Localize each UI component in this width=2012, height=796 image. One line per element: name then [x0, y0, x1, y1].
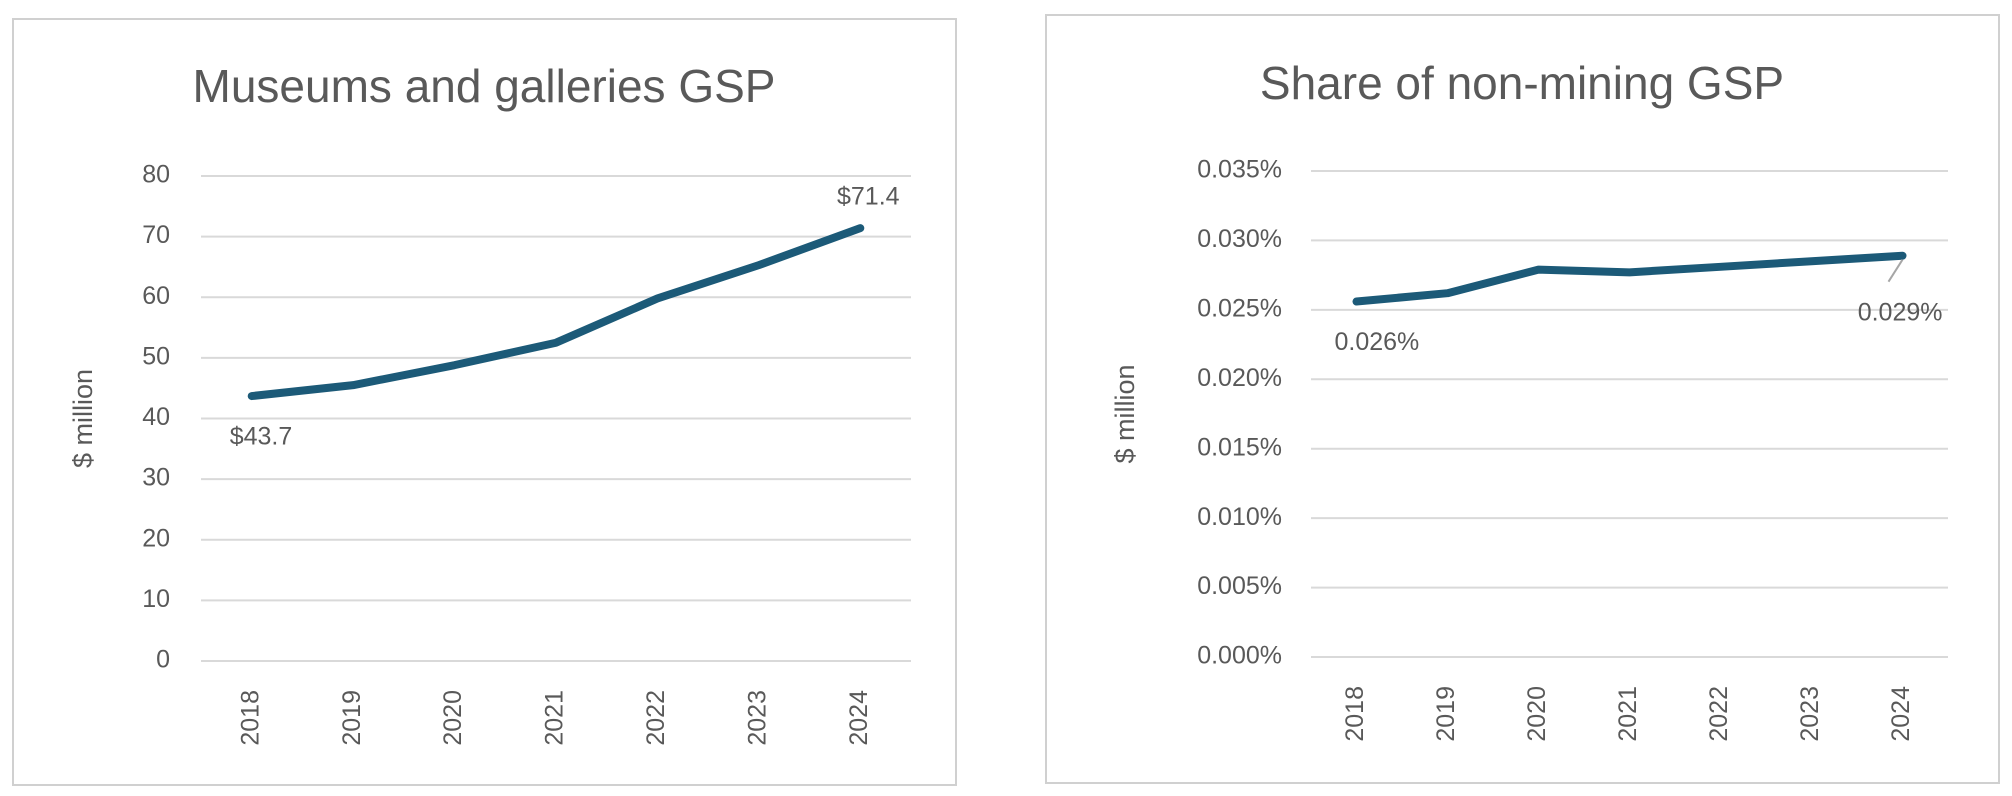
x-tick-label: 2022 — [1705, 686, 1733, 742]
x-tick-label: 2022 — [642, 690, 670, 746]
data-label: $71.4 — [837, 183, 900, 211]
chart-title: Museums and galleries GSP — [193, 60, 776, 112]
chart-frame — [1045, 14, 2000, 784]
y-axis-label: $ million — [68, 369, 98, 468]
data-label: 0.026% — [1335, 328, 1420, 356]
y-tick-label: 80 — [142, 161, 170, 189]
x-tick-label: 2024 — [1887, 686, 1915, 742]
x-tick-label: 2019 — [338, 690, 366, 746]
x-tick-label: 2021 — [541, 690, 569, 746]
line-series — [247, 224, 865, 401]
x-tick-label: 2021 — [1614, 686, 1642, 742]
label-leader — [1887, 259, 1904, 283]
data-label: $43.7 — [230, 423, 293, 451]
chart-title: Share of non-mining GSP — [1260, 57, 1784, 109]
y-tick-label: 40 — [142, 403, 170, 431]
x-tick-label: 2018 — [236, 690, 264, 746]
y-tick-label: 0.015% — [1197, 433, 1282, 461]
y-tick-label: 0.010% — [1197, 503, 1282, 531]
y-axis-label: $ million — [1110, 364, 1140, 463]
x-tick-label: 2019 — [1432, 686, 1460, 742]
y-tick-label: 20 — [142, 524, 170, 552]
y-tick-label: 0.000% — [1197, 642, 1282, 670]
y-tick-label: 60 — [142, 282, 170, 310]
x-tick-label: 2023 — [1796, 686, 1824, 742]
x-tick-label: 2020 — [439, 690, 467, 746]
x-tick-label: 2023 — [743, 690, 771, 746]
y-tick-label: 0 — [156, 646, 170, 674]
y-tick-label: 0.005% — [1197, 572, 1282, 600]
y-tick-label: 50 — [142, 342, 170, 370]
line-series — [1352, 251, 1907, 306]
data-label: 0.029% — [1858, 298, 1943, 326]
x-tick-label: 2020 — [1523, 686, 1551, 742]
x-tick-label: 2018 — [1341, 686, 1369, 742]
y-tick-label: 0.025% — [1197, 294, 1282, 322]
y-tick-label: 70 — [142, 221, 170, 249]
y-tick-label: 0.035% — [1197, 156, 1282, 184]
y-tick-label: 30 — [142, 464, 170, 492]
y-tick-label: 10 — [142, 585, 170, 613]
y-tick-label: 0.020% — [1197, 364, 1282, 392]
chart-frame — [12, 18, 957, 786]
x-tick-label: 2024 — [845, 690, 873, 746]
y-tick-label: 0.030% — [1197, 225, 1282, 253]
